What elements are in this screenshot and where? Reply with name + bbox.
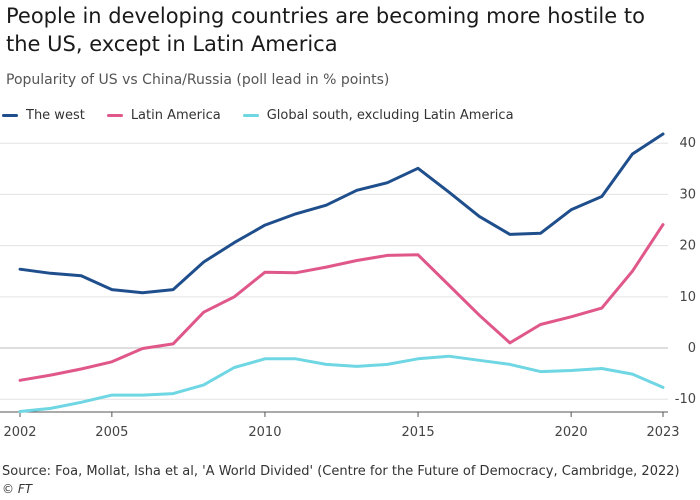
legend-label-global-south: Global south, excluding Latin America	[266, 107, 514, 123]
line-chart: -10 0 10 20 30 40 2002 2005 2010 2015 2020 2023	[0, 132, 696, 440]
x-tick-label: 2015	[402, 425, 435, 440]
chart-subtitle: Popularity of US vs China/Russia (poll l…	[6, 72, 390, 88]
y-tick-label: -10	[675, 392, 696, 407]
legend-label-latin-america: Latin America	[130, 107, 221, 123]
legend-label-the-west: The west	[26, 107, 85, 123]
series-line-latin-america	[18, 223, 665, 382]
x-tick-label: 2005	[95, 425, 128, 440]
y-tick-label: 20	[679, 239, 696, 254]
y-tick-label: 10	[679, 290, 696, 305]
x-tick-label: 2010	[248, 425, 281, 440]
y-tick-label: 30	[679, 187, 696, 202]
series-line-the-west	[18, 132, 665, 295]
source-note: Source: Foa, Mollat, Isha et al, 'A Worl…	[2, 464, 680, 479]
legend-swatch-latin-america	[106, 113, 123, 117]
chart-title: People in developing countries are becom…	[6, 4, 645, 56]
legend-swatch-global-south	[242, 113, 259, 117]
credit-note: © FT	[2, 482, 33, 496]
legend-item-the-west: The west	[2, 108, 85, 123]
x-tick-label: 2020	[555, 425, 588, 440]
legend-item-latin-america: Latin America	[106, 107, 221, 123]
legend: The west Latin America Global south, exc…	[2, 106, 536, 124]
series-line-global-south-excluding-latin-america	[18, 354, 665, 413]
legend-swatch-the-west	[2, 113, 18, 117]
legend-item-global-south: Global south, excluding Latin America	[242, 107, 514, 123]
y-tick-label: 0	[688, 341, 696, 356]
x-tick-label: 2023	[646, 425, 679, 440]
x-tick-label: 2002	[3, 425, 36, 440]
y-tick-label: 40	[679, 136, 696, 151]
